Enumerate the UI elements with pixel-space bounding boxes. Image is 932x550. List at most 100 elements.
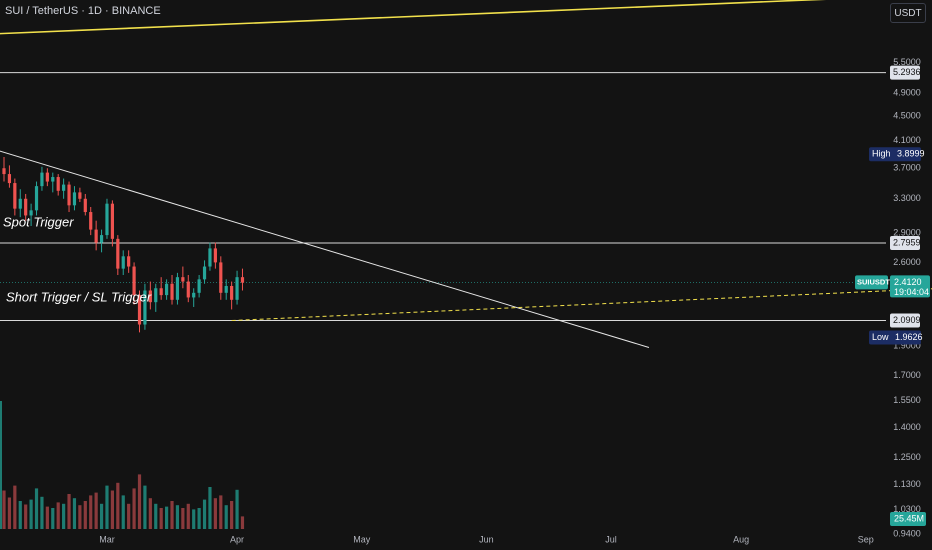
candle[interactable] xyxy=(94,229,98,243)
candle[interactable] xyxy=(45,172,49,182)
candle[interactable] xyxy=(67,184,71,206)
volume-bar xyxy=(51,508,55,529)
volume-bar xyxy=(89,495,93,529)
candle[interactable] xyxy=(105,203,109,236)
candle[interactable] xyxy=(165,283,169,296)
price-tick-label: 1.1300 xyxy=(893,479,921,489)
high-badge: High xyxy=(872,149,891,159)
candle[interactable] xyxy=(235,277,239,300)
low-badge-bg xyxy=(869,330,921,345)
trendline-dashed-support[interactable] xyxy=(231,258,932,322)
candle[interactable] xyxy=(137,295,142,325)
candle[interactable] xyxy=(72,192,77,206)
candle[interactable] xyxy=(110,203,114,239)
volume-bar xyxy=(83,501,87,529)
candle[interactable] xyxy=(78,192,82,199)
resistance-badge-bg xyxy=(890,65,920,80)
volume-bar xyxy=(143,485,147,529)
candle[interactable] xyxy=(159,288,163,296)
volume-bar xyxy=(208,487,212,529)
candle[interactable] xyxy=(83,198,87,213)
price-tick-label: 3.3000 xyxy=(893,193,921,203)
candle[interactable] xyxy=(99,235,104,243)
time-tick-label: Jun xyxy=(479,534,494,544)
candle[interactable] xyxy=(170,283,174,300)
volume-bar xyxy=(45,506,49,529)
candle[interactable] xyxy=(143,290,147,325)
candle[interactable] xyxy=(56,177,60,191)
volume-badge: 25.45M xyxy=(894,513,924,523)
volume-bar xyxy=(94,492,98,529)
candle[interactable] xyxy=(116,238,120,269)
volume-bar xyxy=(110,490,114,529)
countdown-badge: 19:04:04 xyxy=(894,287,929,297)
candle[interactable] xyxy=(29,210,33,216)
candle[interactable] xyxy=(18,198,22,209)
trendline-descending-white[interactable] xyxy=(0,144,650,348)
volume-bar xyxy=(24,504,28,529)
volume-bar xyxy=(132,488,136,529)
volume-bar xyxy=(13,485,17,529)
volume-bar xyxy=(154,503,158,529)
volume-bar xyxy=(240,516,245,529)
time-tick-label: Sep xyxy=(858,534,874,544)
candle[interactable] xyxy=(186,281,190,298)
trendline-top-yellow[interactable] xyxy=(0,0,871,35)
candle[interactable] xyxy=(175,277,180,300)
candle[interactable] xyxy=(89,212,93,230)
time-tick-label: Apr xyxy=(230,534,244,544)
volume-bar xyxy=(29,499,33,529)
symbol-title: SUI / TetherUS · 1D · BINANCE xyxy=(5,5,161,17)
candle[interactable] xyxy=(13,183,17,209)
volume-bar xyxy=(34,488,39,529)
volume-bar xyxy=(62,503,66,529)
currency-button[interactable]: USDT xyxy=(890,3,926,23)
candle[interactable] xyxy=(197,279,201,293)
candle[interactable] xyxy=(219,262,223,293)
candle[interactable] xyxy=(230,285,234,300)
spot-trigger-label: Spot Trigger xyxy=(3,214,74,229)
price-tick-label: 1.9000 xyxy=(893,340,921,350)
volume-bar xyxy=(121,495,125,529)
candle[interactable] xyxy=(192,292,196,298)
volume-bar xyxy=(202,499,207,529)
price-tick-label: 0.9400 xyxy=(893,528,921,538)
volume-bar xyxy=(192,509,196,529)
candle[interactable] xyxy=(24,198,28,216)
candle[interactable] xyxy=(34,186,39,211)
candle[interactable] xyxy=(240,277,245,283)
volume-bar xyxy=(224,505,228,529)
spot-level-badge: 2.7959 xyxy=(893,237,921,247)
candle[interactable] xyxy=(202,266,207,280)
price-tick-label: 1.2500 xyxy=(893,452,921,462)
candle[interactable] xyxy=(7,174,12,184)
candle[interactable] xyxy=(40,172,44,187)
volume-bar xyxy=(116,482,120,529)
candle[interactable] xyxy=(208,248,212,267)
candle[interactable] xyxy=(148,290,152,303)
candle[interactable] xyxy=(2,168,6,175)
candle[interactable] xyxy=(181,277,185,282)
candle[interactable] xyxy=(132,266,136,296)
volume-bar xyxy=(186,503,190,529)
volume-bar xyxy=(7,497,12,529)
volume-bar xyxy=(175,505,180,529)
price-tick-label: 3.7000 xyxy=(893,163,921,173)
candle[interactable] xyxy=(62,184,66,191)
volume-bar xyxy=(159,508,163,529)
candle[interactable] xyxy=(154,288,158,303)
time-tick-label: Jul xyxy=(605,534,617,544)
high-badge: 3.8999 xyxy=(897,149,925,159)
candle[interactable] xyxy=(51,177,55,182)
volume-bar xyxy=(99,503,104,529)
volume-bar xyxy=(213,498,217,529)
candle[interactable] xyxy=(224,285,228,293)
candle[interactable] xyxy=(213,248,217,263)
volume-bar xyxy=(105,485,109,529)
candle[interactable] xyxy=(127,256,131,267)
volume-bar xyxy=(235,489,239,529)
support-level-badge-bg xyxy=(890,313,920,328)
candle[interactable] xyxy=(121,256,125,269)
price-tick-label: 1.0300 xyxy=(893,504,921,514)
